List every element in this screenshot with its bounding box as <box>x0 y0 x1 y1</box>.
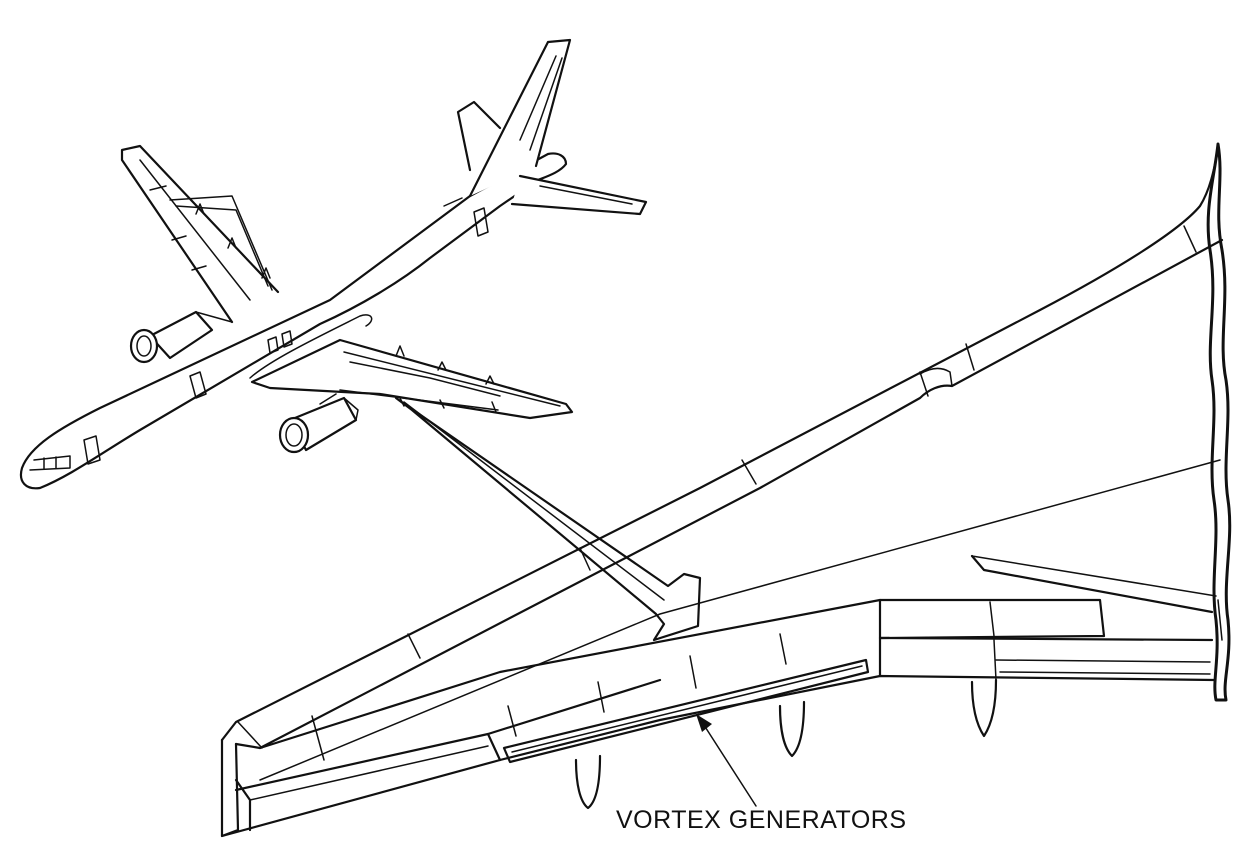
zoom-arrow <box>394 396 702 642</box>
wing-root-edge <box>1206 142 1232 702</box>
airplane-near-wing <box>250 338 574 420</box>
flap-fairing-3 <box>970 678 998 738</box>
airplane-fuselage <box>19 152 568 490</box>
wing-mid-line <box>259 459 1221 781</box>
vortex-generators-pointer <box>696 714 757 807</box>
airplane-near-stabilizer <box>510 174 648 216</box>
flap-fairing-2 <box>778 700 806 758</box>
wing-leading-edge <box>220 148 1220 742</box>
wing-trailing-edge <box>220 674 1216 838</box>
airplane-vertical-tail <box>468 38 572 198</box>
airplane-near-engine <box>278 393 359 454</box>
enlarged-wing <box>220 142 1232 838</box>
airplane-illustration <box>19 38 648 490</box>
flap-fairing-1 <box>574 754 602 810</box>
wing-tip <box>220 738 240 838</box>
airplane-far-engine <box>129 310 233 364</box>
airplane-far-wing <box>120 144 280 324</box>
airplane-far-stabilizer <box>456 100 502 172</box>
vortex-generators-label: VORTEX GENERATORS <box>616 806 907 834</box>
